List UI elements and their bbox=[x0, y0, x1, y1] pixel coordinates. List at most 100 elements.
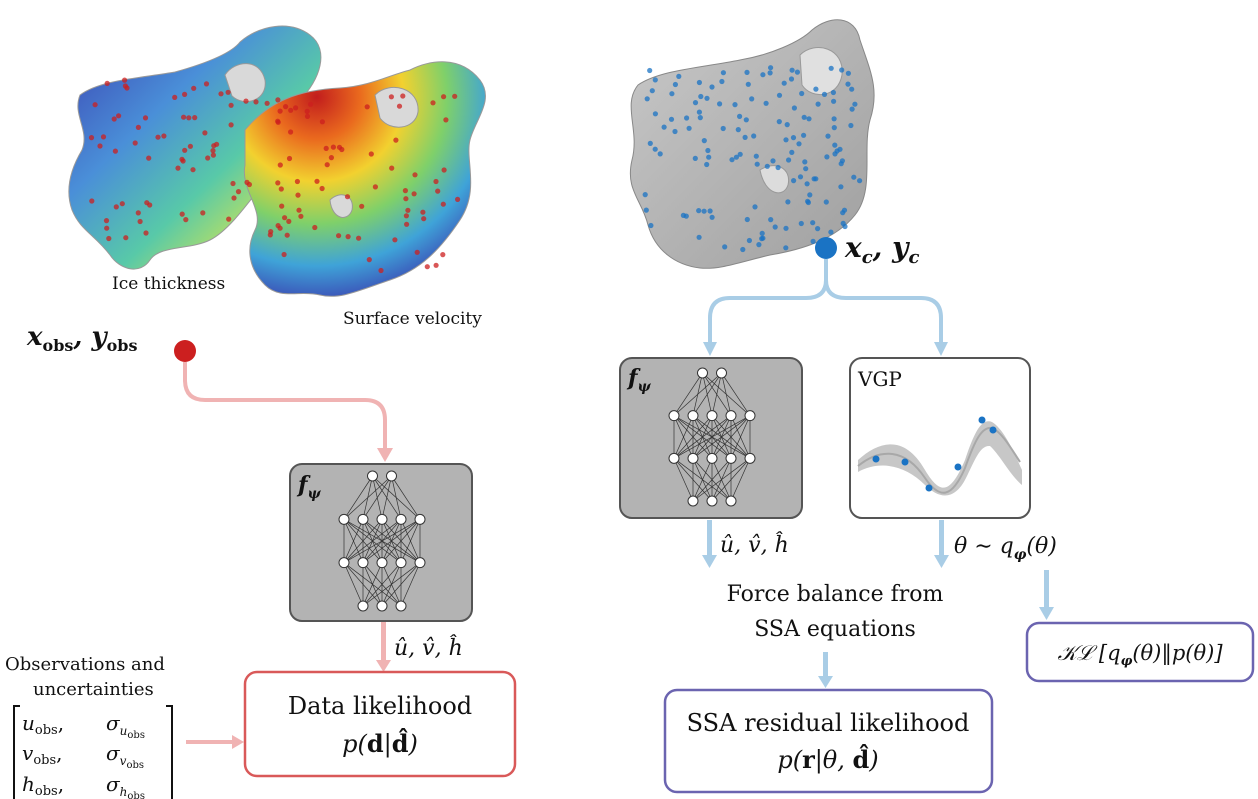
sample-point bbox=[366, 257, 372, 263]
sample-point bbox=[435, 188, 441, 194]
sample-point bbox=[113, 204, 119, 210]
sample-point bbox=[789, 149, 795, 155]
sample-point bbox=[414, 249, 420, 255]
network-node bbox=[706, 452, 718, 464]
network-edge bbox=[692, 415, 751, 459]
sample-point bbox=[791, 178, 797, 184]
observations-matrix: uobs, σuobs vobs, σvobs hobs, σhobs bbox=[13, 705, 173, 799]
svg-text:𝒦ℒ [qφ(θ)‖p(θ)]: 𝒦ℒ [qφ(θ)‖p(θ)] bbox=[1057, 641, 1223, 669]
theta-to-kl-arrow bbox=[1044, 570, 1049, 612]
force-balance-line1: Force balance from bbox=[727, 582, 944, 607]
sample-point bbox=[103, 218, 110, 224]
sample-point bbox=[705, 147, 711, 154]
sample-point bbox=[759, 236, 765, 242]
sample-point bbox=[802, 159, 808, 165]
sample-point bbox=[785, 199, 791, 205]
sample-point bbox=[704, 161, 710, 168]
network-node bbox=[395, 557, 407, 569]
sample-point bbox=[722, 244, 728, 250]
surface-velocity-label: Surface velocity bbox=[343, 309, 482, 329]
sample-point bbox=[768, 217, 774, 223]
sample-point bbox=[783, 137, 789, 143]
sample-point bbox=[770, 158, 776, 164]
sample-point bbox=[182, 147, 188, 153]
sample-point bbox=[319, 119, 325, 125]
sample-point bbox=[277, 162, 283, 168]
sample-point bbox=[791, 105, 798, 111]
sample-point bbox=[336, 233, 342, 239]
sample-point bbox=[132, 140, 138, 146]
ice-thickness-map bbox=[68, 25, 322, 270]
sample-point bbox=[330, 144, 336, 150]
sample-point bbox=[763, 100, 769, 106]
sample-point bbox=[733, 154, 740, 160]
sample-point bbox=[228, 122, 234, 128]
sample-point bbox=[649, 88, 655, 94]
sample-point bbox=[324, 162, 330, 168]
sample-point bbox=[433, 262, 439, 268]
network-edge bbox=[362, 475, 392, 520]
network-edge bbox=[381, 562, 421, 607]
sample-point bbox=[751, 133, 757, 139]
network-edge bbox=[673, 415, 732, 459]
sample-point bbox=[823, 199, 829, 205]
sample-point bbox=[279, 203, 285, 209]
sample-point bbox=[799, 90, 805, 97]
sample-point bbox=[137, 218, 143, 225]
sample-point bbox=[832, 142, 838, 148]
network-node bbox=[697, 367, 708, 379]
sample-point bbox=[430, 100, 436, 106]
sample-point bbox=[692, 155, 698, 161]
sample-point bbox=[719, 78, 725, 85]
sample-point bbox=[144, 200, 150, 206]
svg-text:xc, yc: xc, yc bbox=[844, 231, 919, 268]
sample-point bbox=[805, 199, 812, 206]
sample-point bbox=[776, 119, 782, 125]
gp-uncertainty-band bbox=[858, 421, 1022, 496]
network-node bbox=[668, 452, 680, 464]
sample-point bbox=[744, 216, 750, 223]
sample-point bbox=[831, 125, 837, 131]
sample-point bbox=[746, 237, 753, 244]
sample-point bbox=[813, 86, 819, 92]
gp-mean-line bbox=[857, 426, 1021, 494]
sample-point bbox=[840, 210, 846, 216]
sample-point bbox=[400, 93, 406, 99]
sample-point bbox=[828, 229, 834, 235]
sample-point bbox=[111, 116, 117, 122]
sample-point bbox=[275, 97, 281, 103]
svg-text:θ ∼ qφ(θ): θ ∼ qφ(θ) bbox=[954, 534, 1057, 563]
sample-point bbox=[308, 101, 314, 107]
sample-point bbox=[378, 267, 384, 274]
sample-point bbox=[717, 101, 723, 107]
kl-divergence-box: 𝒦ℒ [qφ(θ)‖p(θ)] bbox=[1025, 621, 1255, 683]
sample-point bbox=[122, 77, 128, 83]
sample-point bbox=[100, 134, 107, 140]
sample-point bbox=[838, 184, 844, 190]
sample-point bbox=[845, 81, 851, 87]
sample-point bbox=[704, 95, 710, 101]
sample-point bbox=[720, 70, 727, 76]
sample-point bbox=[707, 208, 713, 214]
sample-point bbox=[336, 144, 343, 150]
obs-to-likelihood-arrow bbox=[186, 740, 232, 744]
sample-point bbox=[396, 103, 403, 109]
obs-coords-label: xobs, yobs bbox=[26, 322, 137, 355]
sample-point bbox=[440, 252, 446, 258]
network-node bbox=[414, 513, 426, 525]
sample-point bbox=[810, 220, 816, 226]
network-node bbox=[357, 513, 369, 525]
sample-point bbox=[161, 133, 167, 139]
sample-point bbox=[328, 155, 334, 161]
sample-point bbox=[652, 146, 658, 152]
sample-point bbox=[813, 176, 819, 182]
sample-point bbox=[821, 91, 828, 97]
sample-point bbox=[286, 155, 293, 162]
obs-arrow-head bbox=[377, 448, 393, 462]
sample-point bbox=[281, 251, 287, 258]
sample-point bbox=[696, 109, 703, 115]
colloc-split-arrow bbox=[708, 259, 943, 345]
sample-point bbox=[275, 180, 281, 186]
sample-point bbox=[424, 264, 430, 270]
sample-point bbox=[214, 141, 220, 147]
